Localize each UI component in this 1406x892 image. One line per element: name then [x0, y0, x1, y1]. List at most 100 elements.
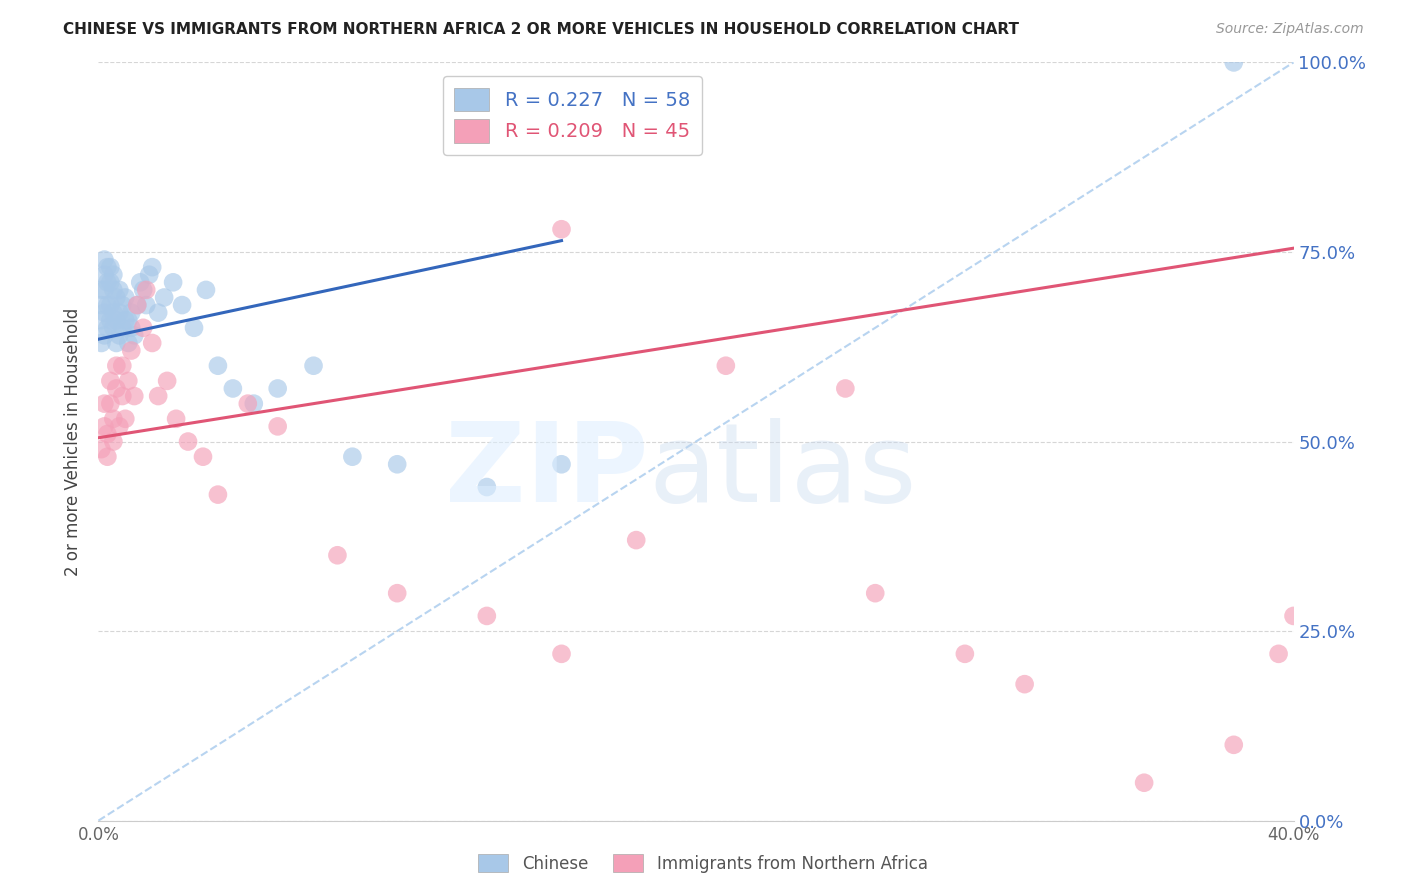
Point	[148, 389, 170, 403]
Point	[153, 291, 176, 305]
Point	[117, 313, 139, 327]
Point	[550, 222, 572, 236]
Point	[177, 434, 200, 449]
Point	[117, 374, 139, 388]
Point	[108, 283, 131, 297]
Point	[135, 298, 157, 312]
Point	[103, 268, 125, 282]
Point	[111, 389, 134, 403]
Point	[953, 647, 976, 661]
Point	[124, 389, 146, 403]
Point	[103, 434, 125, 449]
Point	[1223, 55, 1246, 70]
Point	[98, 260, 122, 275]
Point	[108, 328, 131, 343]
Point	[165, 412, 187, 426]
Point	[302, 359, 325, 373]
Point	[267, 382, 290, 396]
Point	[385, 458, 409, 472]
Point	[108, 305, 131, 319]
Point	[105, 313, 128, 327]
Point	[90, 283, 112, 297]
Point	[207, 359, 229, 373]
Point	[141, 260, 163, 275]
Point	[243, 396, 266, 410]
Point	[141, 335, 163, 350]
Text: CHINESE VS IMMIGRANTS FROM NORTHERN AFRICA 2 OR MORE VEHICLES IN HOUSEHOLD CORRE: CHINESE VS IMMIGRANTS FROM NORTHERN AFRI…	[63, 22, 1019, 37]
Point	[135, 283, 157, 297]
Point	[93, 328, 115, 343]
Text: atlas: atlas	[648, 418, 917, 525]
Point	[195, 283, 218, 297]
Point	[114, 313, 136, 327]
Point	[98, 298, 122, 312]
Point	[236, 396, 259, 410]
Point	[834, 382, 856, 396]
Point	[1267, 647, 1289, 661]
Point	[127, 298, 149, 312]
Point	[385, 586, 409, 600]
Point	[93, 283, 115, 297]
Point	[120, 320, 142, 334]
Point	[124, 328, 146, 343]
Point	[98, 275, 122, 289]
Point	[98, 374, 122, 388]
Point	[475, 480, 498, 494]
Point	[626, 533, 648, 548]
Point	[103, 412, 125, 426]
Point	[105, 382, 128, 396]
Point	[96, 260, 118, 275]
Point	[183, 320, 205, 334]
Point	[103, 320, 125, 334]
Point	[714, 359, 737, 373]
Point	[550, 458, 572, 472]
Y-axis label: 2 or more Vehicles in Household: 2 or more Vehicles in Household	[65, 308, 83, 575]
Point	[90, 335, 112, 350]
Point	[222, 382, 245, 396]
Point	[1223, 738, 1246, 752]
Point	[90, 313, 112, 327]
Point	[108, 419, 131, 434]
Point	[93, 268, 115, 282]
Point	[111, 359, 134, 373]
Point	[90, 442, 112, 457]
Text: Source: ZipAtlas.com: Source: ZipAtlas.com	[1216, 22, 1364, 37]
Point	[111, 320, 134, 334]
Point	[475, 608, 498, 623]
Point	[96, 450, 118, 464]
Point	[148, 305, 170, 319]
Point	[156, 374, 179, 388]
Point	[865, 586, 887, 600]
Point	[98, 313, 122, 327]
Point	[96, 427, 118, 442]
Point	[117, 335, 139, 350]
Point	[93, 396, 115, 410]
Point	[172, 298, 194, 312]
Point	[138, 268, 160, 282]
Point	[93, 252, 115, 267]
Point	[550, 647, 572, 661]
Point	[207, 487, 229, 501]
Point	[105, 359, 128, 373]
Point	[132, 320, 155, 334]
Point	[96, 298, 118, 312]
Point	[114, 291, 136, 305]
Legend: Chinese, Immigrants from Northern Africa: Chinese, Immigrants from Northern Africa	[472, 847, 934, 880]
Point	[342, 450, 364, 464]
Point	[1282, 608, 1305, 623]
Point	[90, 298, 112, 312]
Point	[1133, 776, 1156, 790]
Point	[267, 419, 290, 434]
Text: ZIP: ZIP	[444, 418, 648, 525]
Point	[103, 283, 125, 297]
Point	[127, 298, 149, 312]
Point	[132, 283, 155, 297]
Point	[96, 320, 118, 334]
Point	[120, 305, 142, 319]
Point	[129, 275, 152, 289]
Point	[114, 412, 136, 426]
Point	[103, 305, 125, 319]
Point	[105, 335, 128, 350]
Point	[93, 419, 115, 434]
Point	[326, 548, 349, 563]
